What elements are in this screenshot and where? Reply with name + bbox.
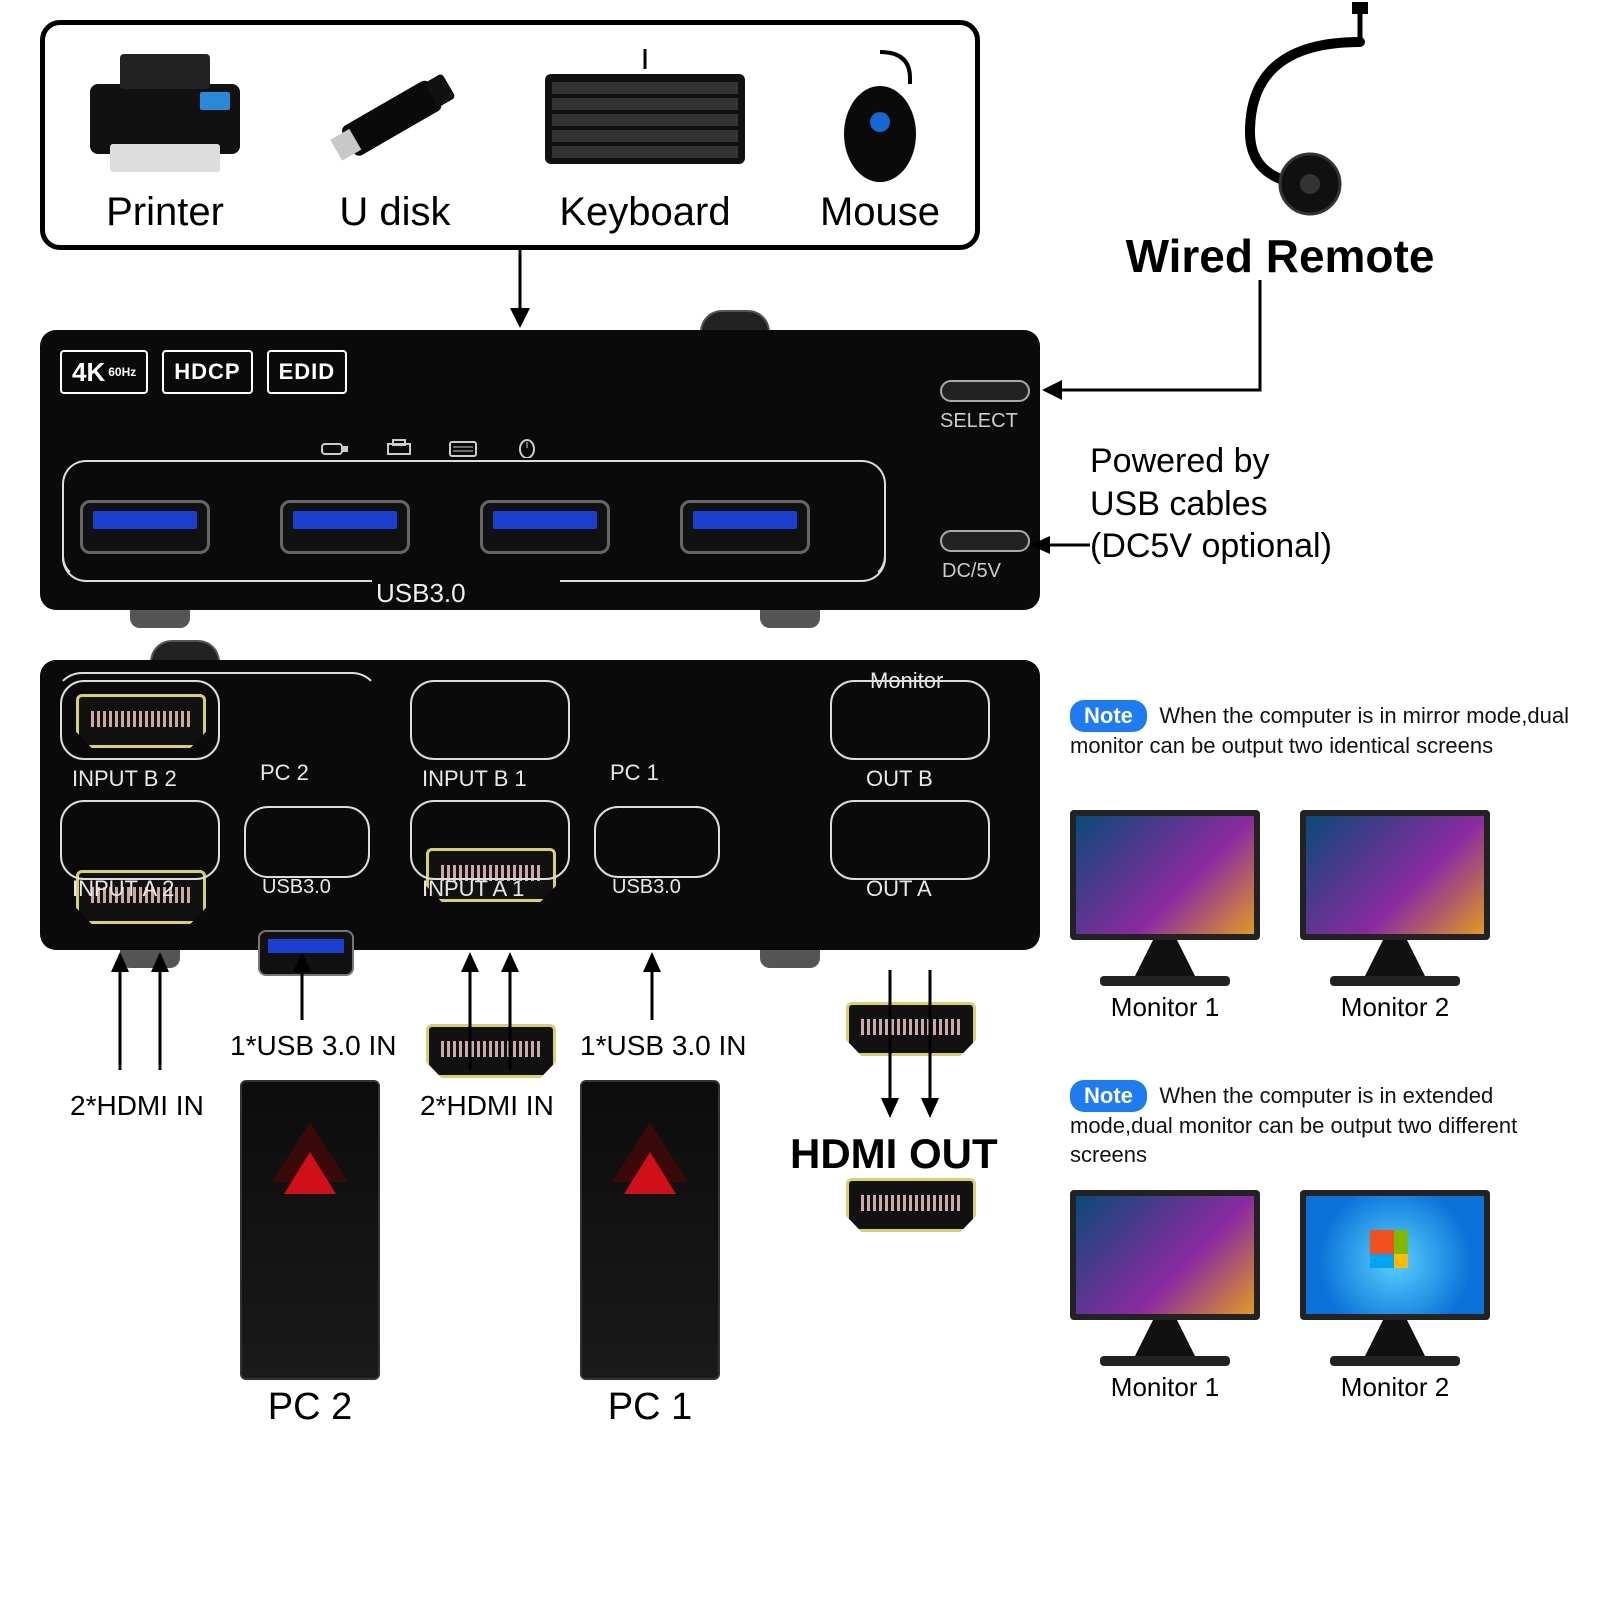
mon-mirror-1-label: Monitor 1 (1111, 992, 1219, 1023)
dc5v-port (940, 530, 1030, 552)
pc2-block: PC 2 (240, 1080, 380, 1429)
keyboard-mini-icon (448, 438, 478, 458)
mouse-icon (810, 44, 950, 184)
note-badge-2: Note (1070, 1080, 1147, 1112)
select-label: SELECT (940, 410, 1018, 433)
pc1-label: PC 1 (580, 1386, 720, 1429)
label-pc1: PC 1 (610, 760, 659, 786)
grp-out-a (830, 800, 990, 880)
note-extended-block: Note When the computer is in extended mo… (1070, 1080, 1570, 1169)
front-usb-port-2 (280, 500, 410, 554)
peripheral-printer: Printer (70, 44, 260, 235)
pc1-block: PC 1 (580, 1080, 720, 1429)
pc2-tower-icon (240, 1080, 380, 1380)
front-usb-port-3 (480, 500, 610, 554)
udisk-label: U disk (339, 190, 450, 235)
badge-hdcp: HDCP (162, 350, 252, 394)
front-foot-left (130, 610, 190, 628)
peripheral-mouse: Mouse (810, 44, 950, 235)
keyboard-label: Keyboard (559, 190, 730, 235)
side-power-line1: Powered by (1090, 440, 1550, 483)
label-input-b2: INPUT B 2 (72, 766, 177, 792)
grp-usb-pc1 (594, 806, 720, 878)
peripheral-udisk: U disk (310, 44, 480, 235)
monitor-mirror-2: Monitor 2 (1300, 810, 1490, 1023)
monitor-ext-1: Monitor 1 (1070, 1190, 1260, 1403)
label-usb-in-pc2: 1*USB 3.0 IN (230, 1030, 397, 1062)
side-power-line3: (DC5V optional) (1090, 525, 1550, 568)
front-usb-row (80, 500, 810, 554)
label-hdmi-out: HDMI OUT (790, 1130, 998, 1178)
grp-out-b (830, 680, 990, 760)
side-power-line2: USB cables (1090, 483, 1550, 526)
select-port (940, 380, 1030, 402)
pc2-label: PC 2 (240, 1386, 380, 1429)
front-mini-icons (320, 438, 542, 458)
mouse-mini-icon (512, 438, 542, 458)
mon-ext-1-label: Monitor 1 (1111, 1372, 1219, 1403)
grp-input-b1 (410, 680, 570, 760)
label-usb-pc1: USB3.0 (612, 876, 681, 899)
front-foot-right (760, 610, 820, 628)
label-usb-pc2: USB3.0 (262, 876, 331, 899)
badge-4k: 4K 60Hz (60, 350, 148, 394)
mouse-label: Mouse (820, 190, 940, 235)
arrow-remote-to-select (1030, 280, 1290, 420)
label-usb-in-pc1: 1*USB 3.0 IN (580, 1030, 747, 1062)
grp-input-a2 (60, 800, 220, 880)
mon-mirror-2-label: Monitor 2 (1341, 992, 1449, 1023)
monitors-extended-row: Monitor 1 Monitor 2 (1070, 1190, 1570, 1403)
wired-remote-area: Wired Remote (1040, 0, 1520, 280)
grp-input-a1 (410, 800, 570, 880)
back-panel-knob (150, 640, 220, 662)
front-usb-port-4 (680, 500, 810, 554)
monitor-ext-2: Monitor 2 (1300, 1190, 1490, 1403)
note-badge-1: Note (1070, 700, 1147, 732)
udisk-icon (310, 44, 480, 184)
note-mirror-block: Note When the computer is in mirror mode… (1070, 700, 1570, 761)
mon-ext-2-label: Monitor 2 (1341, 1372, 1449, 1403)
badge-edid: EDID (267, 350, 348, 394)
arrow-power-to-dc5v (1030, 530, 1090, 560)
front-usb-port-1 (80, 500, 210, 554)
label-pc2: PC 2 (260, 760, 309, 786)
label-out-b: OUT B (866, 766, 933, 792)
grp-usb-pc2 (244, 806, 370, 878)
peripherals-box: Printer U disk Keyboard (40, 20, 980, 250)
keyboard-icon (530, 44, 760, 184)
wired-remote-icon (1100, 0, 1460, 220)
front-badges: 4K 60Hz HDCP EDID (60, 350, 347, 394)
arrow-peripherals-to-front (500, 250, 540, 330)
side-power-text: Powered by USB cables (DC5V optional) (1090, 440, 1550, 568)
printer-mini-icon (384, 438, 414, 458)
printer-label: Printer (106, 190, 224, 235)
dc5v-label: DC/5V (942, 560, 1001, 583)
label-2hdmi-in-pc2: 2*HDMI IN (70, 1090, 204, 1122)
badge-4k-text: 4K (72, 357, 105, 388)
port-input-b2 (76, 694, 206, 748)
badge-4k-sub: 60Hz (108, 366, 136, 378)
label-input-b1: INPUT B 1 (422, 766, 527, 792)
monitor-mirror-1: Monitor 1 (1070, 810, 1260, 1023)
printer-icon (70, 44, 260, 184)
front-panel-knob (700, 310, 770, 332)
wired-remote-label: Wired Remote (1040, 229, 1520, 283)
label-2hdmi-in-pc1: 2*HDMI IN (420, 1090, 554, 1122)
front-usb30-label: USB3.0 (376, 578, 466, 609)
monitors-mirror-row: Monitor 1 Monitor 2 (1070, 810, 1570, 1023)
pc1-tower-icon (580, 1080, 720, 1380)
usb-device-icon (320, 438, 350, 458)
peripheral-keyboard: Keyboard (530, 44, 760, 235)
